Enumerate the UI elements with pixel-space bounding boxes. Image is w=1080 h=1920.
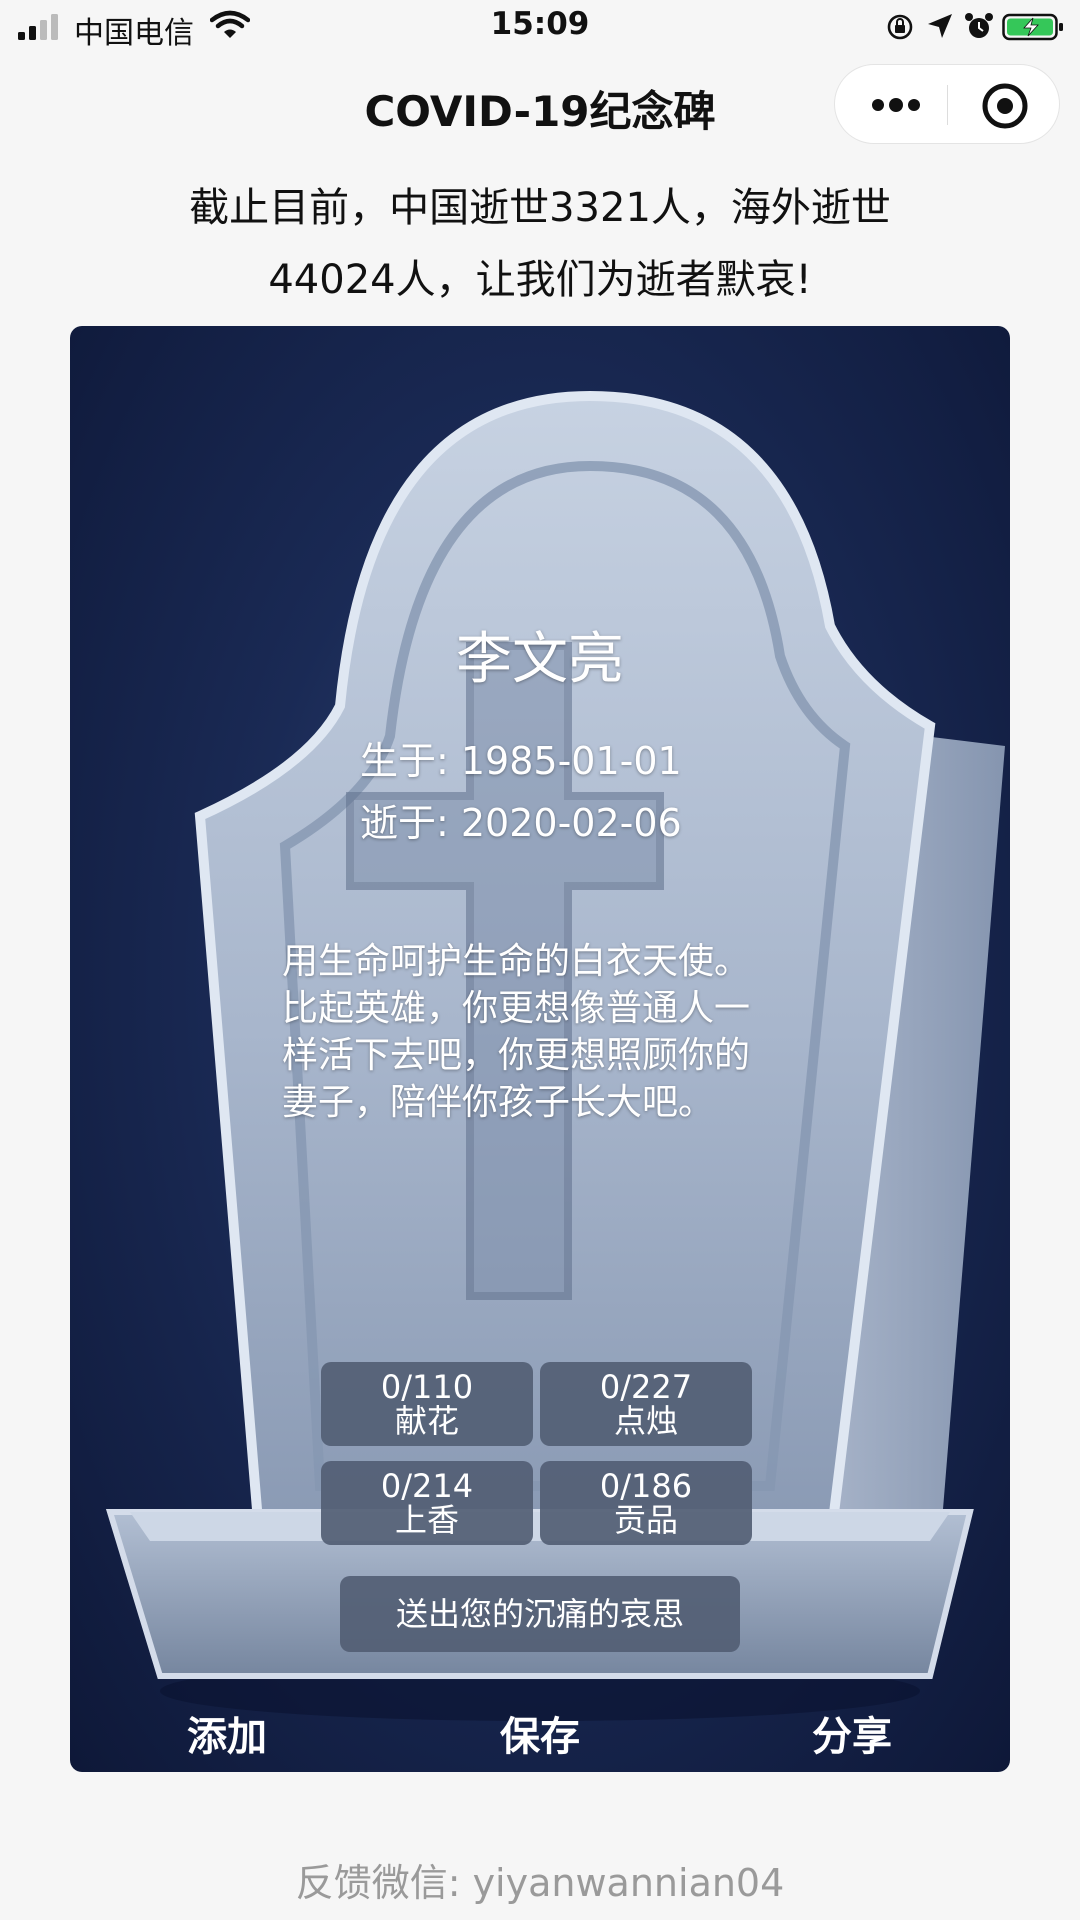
burn-incense-button[interactable]: 0/214 上香 xyxy=(321,1461,533,1545)
status-time: 15:09 xyxy=(490,6,590,42)
offer-count: 0/186 xyxy=(599,1467,693,1505)
feedback-wechat-footer: 反馈微信: yiyanwannian04 xyxy=(295,1861,785,1905)
headline-line-1: 截止目前，中国逝世3321人，海外逝世 xyxy=(189,185,891,231)
offer-label: 献花 xyxy=(394,1402,459,1440)
death-date: 逝于: 2020-02-06 xyxy=(360,801,682,845)
light-candle-button[interactable]: 0/227 点烛 xyxy=(540,1362,752,1446)
close-mini-program-icon[interactable] xyxy=(981,82,1029,130)
tribute-offering-button[interactable]: 0/186 贡品 xyxy=(540,1461,752,1545)
cellular-signal-icon xyxy=(18,14,58,40)
send-condolence-button[interactable]: 送出您的沉痛的哀思 xyxy=(340,1576,740,1652)
capsule-divider xyxy=(947,85,948,125)
location-arrow-icon xyxy=(928,14,952,38)
share-button[interactable]: 分享 xyxy=(812,1714,892,1760)
mini-program-capsule xyxy=(834,64,1060,144)
offer-flowers-button[interactable]: 0/110 献花 xyxy=(321,1362,533,1446)
orientation-lock-icon xyxy=(887,14,913,40)
page-title: COVID-19纪念碑 xyxy=(364,87,716,136)
more-options-icon[interactable] xyxy=(869,91,923,119)
offer-label: 点烛 xyxy=(613,1402,678,1440)
wifi-icon xyxy=(210,10,250,38)
offer-count: 0/110 xyxy=(380,1368,474,1406)
battery-charging-icon xyxy=(1002,13,1063,41)
deceased-name: 李文亮 xyxy=(456,627,624,692)
epitaph-text: 用生命呵护生命的白衣天使。比起英雄，你更想像普通人一样活下去吧，你更想照顾你的妻… xyxy=(282,941,751,1123)
alarm-clock-icon xyxy=(965,13,993,38)
status-bar: 中国电信 15:09 xyxy=(0,0,1080,56)
offer-count: 0/214 xyxy=(380,1467,474,1505)
add-button[interactable]: 添加 xyxy=(187,1714,267,1760)
death-toll-headline: 截止目前，中国逝世3321人，海外逝世 44024人，让我们为逝者默哀! xyxy=(150,172,930,316)
memorial-card: 李文亮 生于: 1985-01-01 逝于: 2020-02-06 用生命呵护生… xyxy=(70,326,1010,1772)
offer-label: 贡品 xyxy=(613,1501,678,1539)
save-button[interactable]: 保存 xyxy=(500,1714,580,1760)
offer-label: 上香 xyxy=(394,1501,459,1539)
birth-date: 生于: 1985-01-01 xyxy=(360,739,682,783)
carrier-name: 中国电信 xyxy=(74,16,194,51)
headline-line-2: 44024人，让我们为逝者默哀! xyxy=(268,257,812,303)
tombstone-illustration xyxy=(105,390,1005,1721)
offer-count: 0/227 xyxy=(599,1368,693,1406)
